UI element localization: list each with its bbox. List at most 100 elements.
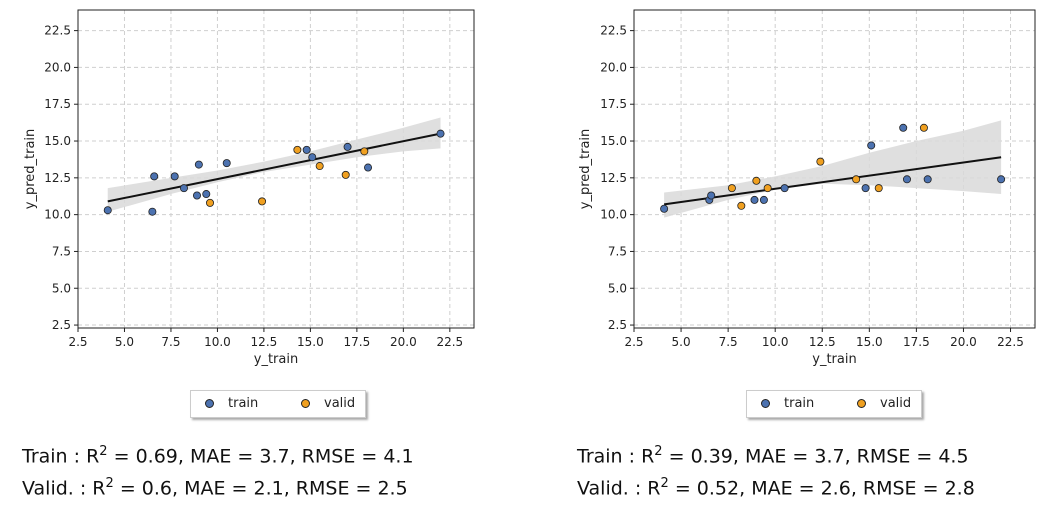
- x-tick-label: 10.0: [204, 335, 231, 349]
- point-train: [343, 142, 352, 151]
- confidence-band: [107, 117, 441, 212]
- x-tick-label: 7.5: [719, 335, 738, 349]
- y-tick-label: 17.5: [600, 97, 627, 111]
- metric-mae: 2.6: [820, 477, 851, 500]
- metrics-label: Train :: [577, 445, 636, 468]
- legend-item-train: train: [205, 396, 258, 411]
- scatter-plot-left: 2.5 5.0 7.5 10.0 12.5 15.0 17.5 20.0 22.5 2.5 5.0 7…: [23, 9, 475, 367]
- x-tick-label: 15.0: [297, 335, 324, 349]
- x-tick-label: 22.5: [436, 335, 463, 349]
- point-train: [780, 184, 789, 193]
- point-valid: [763, 184, 772, 193]
- x-tick-label: 2.5: [68, 335, 87, 349]
- point-train: [308, 153, 317, 162]
- metrics-label: Train :: [22, 445, 81, 468]
- y-tick-label: 15.0: [44, 134, 71, 148]
- x-tick-label: 20.0: [390, 335, 417, 349]
- point-valid: [874, 184, 883, 193]
- metrics-train-left: Train : R2 = 0.69, MAE = 3.7, RMSE = 4.1: [22, 444, 414, 468]
- point-train: [707, 191, 716, 200]
- point-valid: [852, 175, 861, 184]
- point-valid: [727, 184, 736, 193]
- metric-mae: 3.7: [814, 445, 845, 468]
- chart-panel-right: 2.5 5.0 7.5 10.0 12.5 15.0 17.5 20.0 22.5 2.5 5.0 7…: [555, 0, 1057, 511]
- y-tick-label: 15.0: [600, 134, 627, 148]
- legend-label-train: train: [784, 396, 815, 411]
- legend-label-valid: valid: [324, 396, 356, 411]
- metrics-label: Valid. :: [577, 477, 642, 500]
- y-tick-label: 10.0: [600, 208, 627, 222]
- metric-r2: 0.39: [690, 445, 733, 468]
- point-train: [861, 184, 870, 193]
- y-tick-label: 12.5: [600, 171, 627, 185]
- metrics-valid-right: Valid. : R2 = 0.52, MAE = 2.6, RMSE = 2.…: [577, 476, 975, 500]
- point-train: [179, 184, 188, 193]
- plot-frame: [633, 9, 1036, 329]
- y-tick-label: 22.5: [44, 24, 71, 38]
- y-tick-label: 20.0: [600, 60, 627, 74]
- metric-mae: 3.7: [259, 445, 290, 468]
- legend-marker-train: [205, 399, 214, 408]
- point-train: [660, 204, 669, 213]
- y-tick-label: 2.5: [52, 318, 71, 332]
- point-valid: [752, 176, 761, 185]
- x-tick-label: 12.5: [251, 335, 278, 349]
- regression-line: [663, 156, 1002, 206]
- y-tick-label: 22.5: [600, 24, 627, 38]
- point-valid: [360, 147, 369, 156]
- point-train: [899, 123, 908, 132]
- x-tick-label: 5.0: [115, 335, 134, 349]
- point-valid: [919, 123, 928, 132]
- point-train: [103, 206, 112, 215]
- metric-mae: 2.1: [253, 477, 284, 500]
- point-valid: [205, 198, 214, 207]
- x-tick-label: 15.0: [856, 335, 883, 349]
- metrics-valid-left: Valid. : R2 = 0.6, MAE = 2.1, RMSE = 2.5: [22, 476, 408, 500]
- scatter-plot-right: 2.5 5.0 7.5 10.0 12.5 15.0 17.5 20.0 22.5 2.5 5.0 7…: [578, 9, 1036, 367]
- metric-rmse: 2.5: [377, 477, 408, 500]
- y-tick-label: 17.5: [44, 97, 71, 111]
- point-valid: [341, 170, 350, 179]
- metric-r2: 0.52: [696, 477, 740, 500]
- metric-r2: 0.69: [135, 445, 178, 468]
- legend-left: train valid: [190, 390, 366, 418]
- metric-r2: 0.6: [141, 477, 173, 500]
- x-tick-label: 12.5: [809, 335, 836, 349]
- y-axis-label: y_pred_train: [578, 129, 593, 210]
- plot-frame: [77, 9, 475, 329]
- y-axis-label: y_pred_train: [23, 129, 38, 210]
- metrics-train-right: Train : R2 = 0.39, MAE = 3.7, RMSE = 4.5: [577, 444, 969, 468]
- regression-line: [107, 132, 441, 203]
- x-tick-label: 10.0: [762, 335, 789, 349]
- legend-right: train valid: [746, 390, 922, 418]
- grid: [633, 10, 1035, 328]
- point-valid: [737, 201, 746, 210]
- y-tick-label: 20.0: [44, 60, 71, 74]
- x-tick-label: 2.5: [624, 335, 643, 349]
- point-train: [170, 172, 179, 181]
- point-train: [867, 141, 876, 150]
- x-tick-label: 7.5: [161, 335, 180, 349]
- legend-marker-valid: [301, 399, 310, 408]
- confidence-band: [664, 120, 1002, 218]
- x-axis-label: y_train: [812, 352, 856, 367]
- grid: [77, 10, 474, 328]
- point-train: [436, 129, 445, 138]
- metrics-label: Valid. :: [22, 477, 87, 500]
- x-tick-label: 20.0: [950, 335, 977, 349]
- x-axis-label: y_train: [254, 352, 298, 367]
- x-tick-label: 5.0: [672, 335, 691, 349]
- legend-item-valid: valid: [857, 396, 911, 411]
- point-train: [202, 190, 211, 199]
- point-train: [194, 160, 203, 169]
- point-train: [759, 195, 768, 204]
- legend-marker-train: [761, 399, 770, 408]
- point-train: [302, 145, 311, 154]
- y-tick-label: 7.5: [608, 244, 627, 258]
- point-valid: [816, 157, 825, 166]
- metric-rmse: 4.1: [383, 445, 414, 468]
- point-train: [192, 191, 201, 200]
- y-tick-label: 10.0: [44, 208, 71, 222]
- legend-item-train: train: [761, 396, 814, 411]
